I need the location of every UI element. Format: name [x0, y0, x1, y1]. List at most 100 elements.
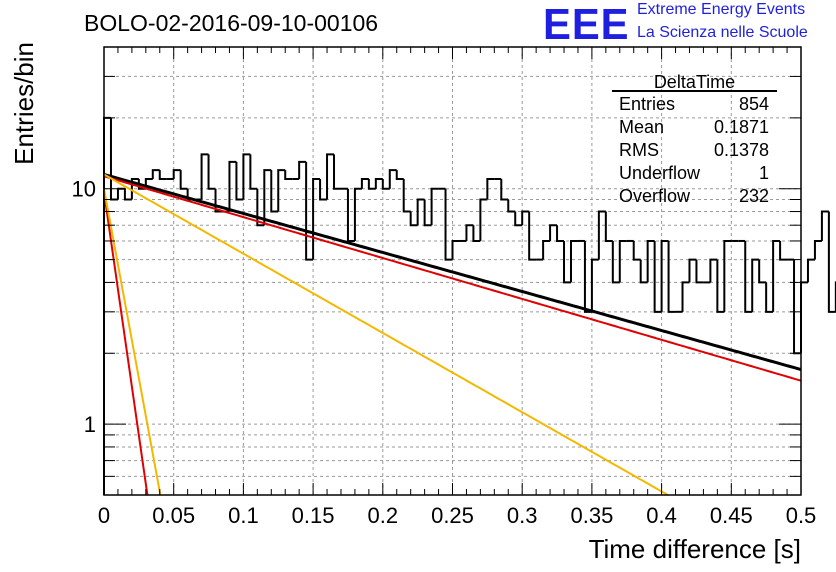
- histogram-bin: [472, 225, 481, 242]
- x-tick-label: 0: [98, 503, 110, 528]
- histogram-bin: [305, 161, 314, 261]
- stats-title: DeltaTime: [654, 72, 735, 92]
- histogram-bin: [284, 170, 293, 180]
- histogram-bin: [618, 239, 627, 283]
- fit-curve-yellow: [103, 173, 669, 496]
- fit-curve-red: [103, 191, 149, 496]
- histogram-bin: [200, 153, 209, 200]
- x-tick-label: 0.25: [431, 503, 474, 528]
- histogram-bin: [242, 153, 251, 200]
- histogram-bin: [507, 199, 516, 213]
- x-tick-label: 0.35: [570, 503, 613, 528]
- histogram-bin: [632, 240, 641, 261]
- fit-curve-red: [103, 175, 802, 382]
- x-tick-label: 0.1: [228, 503, 259, 528]
- brand-line-1: Extreme Energy Events: [637, 1, 806, 18]
- histogram-bin: [639, 259, 648, 284]
- histogram-bin: [813, 239, 822, 260]
- x-tick-label: 0.4: [646, 503, 677, 528]
- histogram-bin: [772, 239, 781, 312]
- stats-value: 0.1378: [714, 140, 769, 160]
- histogram-bin: [806, 258, 815, 283]
- histogram-bin: [590, 258, 599, 312]
- histogram-bin: [333, 154, 341, 190]
- histogram-bin: [542, 239, 551, 260]
- x-tick-label: 0.5: [786, 503, 817, 528]
- histogram-bin: [298, 160, 307, 179]
- histogram-bin: [312, 177, 321, 260]
- fit-curve-black: [103, 172, 802, 371]
- histogram-bin: [604, 211, 613, 242]
- histogram-bin: [277, 169, 286, 212]
- histogram-bin: [270, 170, 279, 213]
- brand-line-2: La Scienza nelle Scuole: [637, 24, 808, 41]
- stats-value: 854: [739, 94, 769, 114]
- x-tick-label: 0.3: [507, 503, 538, 528]
- histogram-bin: [716, 259, 725, 313]
- histogram-bin: [569, 239, 578, 283]
- stats-label: Entries: [619, 94, 675, 114]
- x-tick-label: 0.05: [152, 503, 195, 528]
- histogram-bin: [444, 188, 453, 261]
- histogram-bin: [207, 154, 216, 190]
- histogram-bin: [423, 199, 432, 227]
- histogram-bin: [744, 240, 753, 313]
- histogram-bin: [409, 211, 418, 227]
- histogram-bin: [597, 210, 606, 260]
- histogram-bin: [381, 178, 390, 190]
- histogram-bin: [416, 198, 425, 226]
- histogram-bin: [360, 177, 369, 189]
- y-axis-label: Entries/bin: [9, 42, 39, 165]
- histogram-bin: [326, 153, 335, 200]
- y-tick-label: 1: [84, 412, 96, 437]
- histogram-bin: [793, 259, 801, 355]
- histogram-bin: [346, 188, 355, 242]
- histogram-bin: [556, 225, 565, 242]
- histogram-bin: [688, 258, 697, 283]
- histogram-bin: [723, 239, 732, 312]
- histogram-bin: [549, 224, 558, 241]
- histogram-bin: [653, 240, 662, 313]
- histogram-bin: [228, 160, 237, 212]
- histogram-bin: [451, 239, 460, 260]
- histogram-bin: [779, 240, 788, 261]
- histogram-bin: [667, 240, 676, 313]
- histogram-bin: [158, 170, 167, 180]
- histogram-bin: [521, 210, 530, 226]
- stats-value: 1: [759, 163, 769, 183]
- histogram-bin: [179, 170, 188, 190]
- histogram-bin: [395, 170, 404, 180]
- histogram-bin: [123, 188, 132, 201]
- x-axis-label: Time difference [s]: [589, 534, 801, 564]
- eee-logo: EEE: [543, 0, 630, 49]
- histogram-bin: [319, 178, 328, 201]
- fit-curve-yellow: [103, 188, 162, 496]
- stats-label: Overflow: [619, 186, 691, 206]
- histogram-bin: [130, 177, 139, 200]
- histogram-bin: [486, 177, 495, 200]
- histogram-bin: [660, 239, 669, 312]
- histogram-bin: [681, 281, 690, 312]
- histogram-bin: [765, 282, 774, 313]
- histogram-bin: [514, 211, 523, 227]
- histogram-bin: [479, 198, 488, 241]
- histogram-bin: [611, 240, 620, 284]
- histogram-bin: [500, 178, 509, 201]
- plot-title: BOLO-02-2016-09-10-00106: [84, 10, 379, 36]
- histogram-bin: [800, 281, 808, 354]
- histogram-series: [103, 116, 836, 495]
- y-tick-label: 10: [72, 177, 96, 202]
- histogram-bin: [172, 169, 181, 179]
- histogram-bin: [583, 240, 592, 313]
- x-tick-label: 0.15: [292, 503, 335, 528]
- histogram-bin: [820, 210, 829, 241]
- histogram-bin: [758, 259, 767, 284]
- histogram-bin: [374, 177, 383, 189]
- histogram-bin: [249, 154, 258, 190]
- histogram-bin: [214, 188, 223, 213]
- x-tick-label: 0.2: [368, 503, 399, 528]
- axis-ticks: [103, 47, 802, 495]
- stats-label: Underflow: [619, 163, 701, 183]
- histogram-bin: [353, 187, 362, 241]
